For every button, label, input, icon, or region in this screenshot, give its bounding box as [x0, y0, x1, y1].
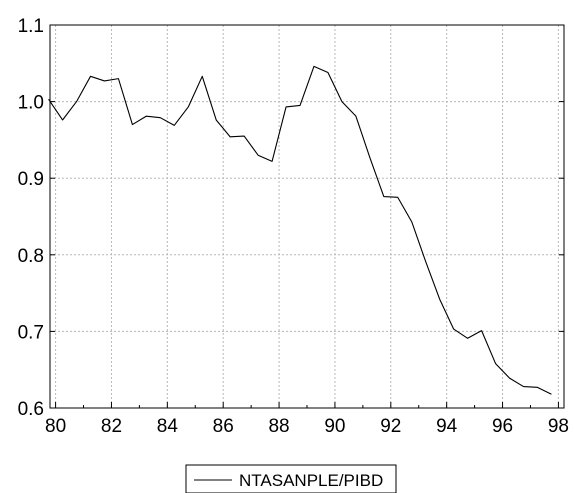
gridlines [50, 24, 564, 409]
y-tick-label: 1.0 [18, 93, 44, 114]
x-tick-label: 86 [213, 416, 234, 437]
legend-label: NTASANPLE/PIBD [239, 471, 383, 490]
y-tick-label: 0.8 [18, 246, 44, 267]
x-tick-label: 84 [157, 416, 179, 437]
y-tick-label: 0.6 [18, 399, 44, 420]
axis-ticks: 0.6 0.7 0.8 0.9 1.0 1.1 80 82 84 86 88 90 92 94 96 98 [18, 16, 569, 437]
x-tick-label: 82 [101, 416, 122, 437]
series-layer [48, 65, 552, 395]
y-tick-label: 0.9 [18, 169, 44, 190]
plot-frame [49, 24, 565, 409]
x-tick-label: 92 [380, 416, 401, 437]
x-tick-label: 96 [492, 416, 513, 437]
x-tick-label: 94 [436, 416, 458, 437]
legend: NTASANPLE/PIBD [185, 464, 397, 493]
series-line [48, 65, 552, 395]
x-tick-label: 98 [548, 416, 569, 437]
x-tick-label: 90 [324, 416, 345, 437]
x-tick-label: 88 [268, 416, 289, 437]
y-tick-label: 1.1 [18, 16, 44, 37]
legend-box [185, 464, 397, 493]
x-tick-label: 80 [45, 416, 66, 437]
y-tick-label: 0.7 [18, 322, 44, 343]
